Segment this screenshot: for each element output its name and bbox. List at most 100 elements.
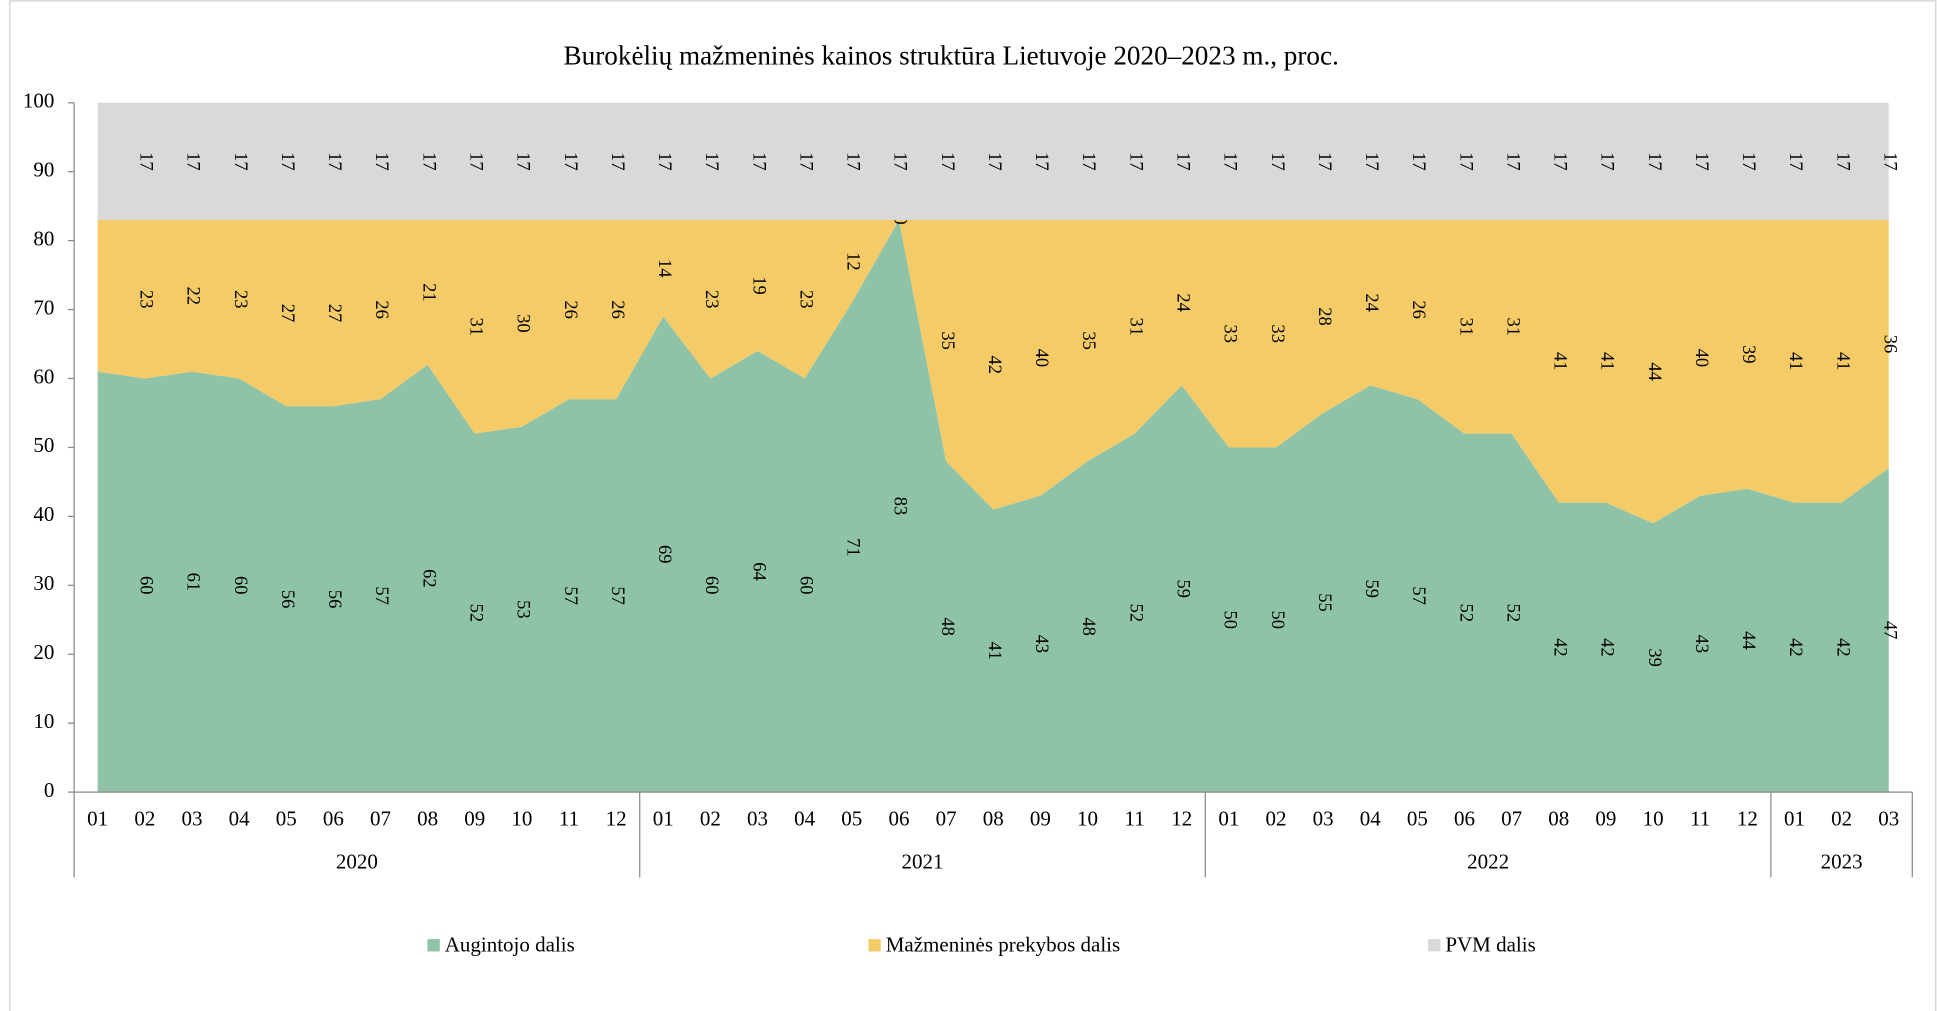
data-label: 17 xyxy=(937,152,958,171)
data-label: 17 xyxy=(418,152,439,171)
data-label: 39 xyxy=(1738,345,1759,364)
data-label: 17 xyxy=(701,152,722,171)
data-label: 17 xyxy=(1550,152,1571,171)
data-label: 24 xyxy=(1172,293,1193,312)
area xyxy=(97,219,1889,793)
data-label: 57 xyxy=(1408,586,1429,605)
x-tick-label: 01 xyxy=(653,806,674,830)
x-tick-label: 02 xyxy=(1831,806,1852,830)
data-label: 17 xyxy=(1125,152,1146,171)
x-tick-label: 11 xyxy=(1690,806,1710,830)
data-label: 26 xyxy=(560,300,581,319)
x-tick-label: 10 xyxy=(511,806,532,830)
data-label: 83 xyxy=(890,497,911,516)
data-label: 59 xyxy=(1361,579,1382,598)
data-label: 31 xyxy=(465,318,486,337)
legend-swatch xyxy=(868,939,881,952)
data-label: 44 xyxy=(1738,631,1759,650)
x-tick-label: 01 xyxy=(87,806,108,830)
y-tick-label: 90 xyxy=(33,158,54,182)
data-label: 39 xyxy=(1644,648,1665,667)
data-label: 17 xyxy=(1267,152,1288,171)
x-tick-label: 03 xyxy=(1878,806,1899,830)
x-tick-label: 12 xyxy=(1171,806,1192,830)
chart-title: Burokėlių mažmeninės kainos struktūra Li… xyxy=(564,41,1339,71)
data-label: 23 xyxy=(230,290,251,309)
data-label: 48 xyxy=(937,617,958,636)
data-label: 21 xyxy=(418,283,439,302)
x-tick-label: 01 xyxy=(1218,806,1239,830)
data-label: 40 xyxy=(1691,349,1712,368)
x-tick-label: 04 xyxy=(229,806,251,830)
y-tick-label: 100 xyxy=(23,89,55,113)
x-tick-label: 02 xyxy=(1266,806,1287,830)
legend-swatch xyxy=(427,939,440,952)
x-tick-label: 07 xyxy=(936,806,957,830)
data-label: 17 xyxy=(277,152,298,171)
data-label: 40 xyxy=(1031,349,1052,368)
data-label: 17 xyxy=(1502,152,1523,171)
data-label: 24 xyxy=(1361,293,1382,312)
data-label: 17 xyxy=(1408,152,1429,171)
x-tick-label: 09 xyxy=(464,806,485,830)
x-tick-label: 03 xyxy=(1313,806,1334,830)
data-label: 57 xyxy=(371,586,392,605)
x-tick-label: 07 xyxy=(1501,806,1522,830)
y-tick-label: 60 xyxy=(33,364,54,388)
x-tick-label: 05 xyxy=(276,806,297,830)
data-label: 17 xyxy=(465,152,486,171)
data-label: 36 xyxy=(1879,335,1900,354)
x-tick-label: 10 xyxy=(1643,806,1664,830)
data-label: 17 xyxy=(984,152,1005,171)
data-label: 56 xyxy=(277,590,298,609)
legend-label: PVM dalis xyxy=(1445,932,1535,956)
data-label: 27 xyxy=(324,304,345,323)
data-label: 52 xyxy=(465,604,486,623)
x-tick-label: 09 xyxy=(1595,806,1616,830)
data-label: 53 xyxy=(513,600,534,619)
data-label: 26 xyxy=(1408,300,1429,319)
data-label: 17 xyxy=(1832,152,1853,171)
data-label: 35 xyxy=(937,331,958,350)
data-label: 17 xyxy=(843,152,864,171)
data-label: 41 xyxy=(1832,352,1853,371)
data-label: 17 xyxy=(1361,152,1382,171)
data-label: 57 xyxy=(607,586,628,605)
y-tick-label: 30 xyxy=(33,571,54,595)
data-label: 44 xyxy=(1644,362,1665,381)
data-label: 17 xyxy=(371,152,392,171)
data-label: 31 xyxy=(1502,318,1523,337)
data-label: 47 xyxy=(1879,621,1900,640)
x-tick-label: 09 xyxy=(1030,806,1051,830)
data-label: 43 xyxy=(1691,635,1712,654)
y-tick-label: 0 xyxy=(44,778,55,802)
data-label: 56 xyxy=(324,590,345,609)
x-tick-label: 04 xyxy=(1360,806,1381,830)
group-label: 2022 xyxy=(1467,850,1509,874)
data-label: 57 xyxy=(560,586,581,605)
x-tick-label: 08 xyxy=(417,806,438,830)
x-tick-label: 04 xyxy=(794,806,816,830)
data-label: 52 xyxy=(1502,604,1523,623)
data-label: 17 xyxy=(795,152,816,171)
data-label: 17 xyxy=(1691,152,1712,171)
y-tick-label: 70 xyxy=(33,295,54,319)
data-label: 17 xyxy=(136,152,157,171)
data-label: 17 xyxy=(1644,152,1665,171)
data-label: 31 xyxy=(1455,318,1476,337)
x-tick-label: 05 xyxy=(841,806,862,830)
data-label: 69 xyxy=(654,545,675,564)
data-label: 28 xyxy=(1314,307,1335,326)
data-label: 62 xyxy=(418,569,439,588)
y-tick-label: 40 xyxy=(33,502,54,526)
data-label: 26 xyxy=(371,300,392,319)
data-label: 59 xyxy=(1172,579,1193,598)
data-label: 35 xyxy=(1078,331,1099,350)
data-label: 17 xyxy=(1455,152,1476,171)
data-label: 71 xyxy=(843,538,864,557)
data-label: 41 xyxy=(1550,352,1571,371)
data-label: 31 xyxy=(1125,318,1146,337)
data-label: 17 xyxy=(1785,152,1806,171)
area xyxy=(97,219,1889,524)
legend-label: Augintojo dalis xyxy=(445,932,575,956)
